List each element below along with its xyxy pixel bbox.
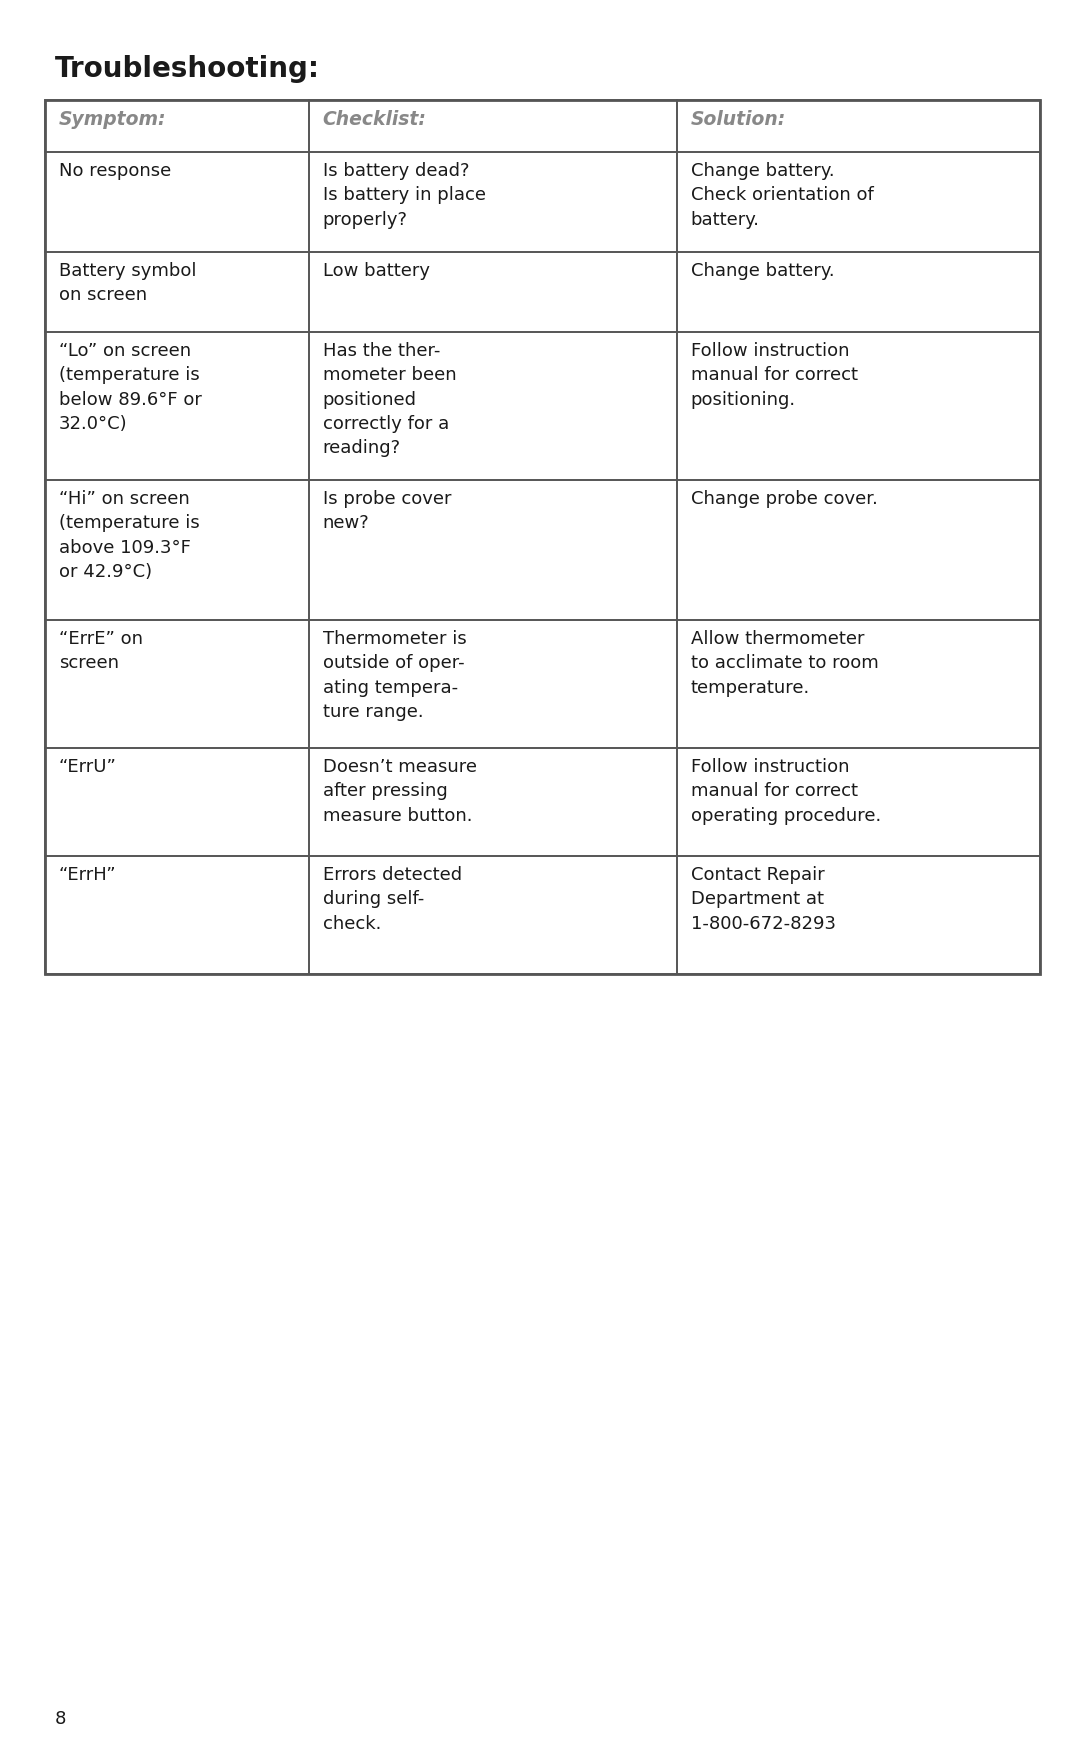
Text: Checklist:: Checklist: bbox=[323, 110, 427, 129]
Text: Errors detected
during self-
check.: Errors detected during self- check. bbox=[323, 867, 462, 933]
Text: Has the ther-
mometer been
positioned
correctly for a
reading?: Has the ther- mometer been positioned co… bbox=[323, 342, 457, 457]
Bar bbox=[309, 621, 677, 748]
Bar bbox=[45, 251, 309, 331]
Text: No response: No response bbox=[59, 162, 172, 180]
Bar bbox=[45, 99, 309, 152]
Text: “ErrH”: “ErrH” bbox=[59, 867, 117, 884]
Bar bbox=[677, 856, 1040, 973]
Bar bbox=[309, 748, 677, 856]
Bar bbox=[309, 99, 677, 152]
Text: Change battery.
Check orientation of
battery.: Change battery. Check orientation of bat… bbox=[691, 162, 874, 228]
Bar bbox=[309, 480, 677, 621]
Bar bbox=[45, 856, 309, 973]
Text: Doesn’t measure
after pressing
measure button.: Doesn’t measure after pressing measure b… bbox=[323, 759, 476, 825]
Text: Change battery.: Change battery. bbox=[691, 262, 835, 281]
Bar bbox=[677, 331, 1040, 480]
Text: Follow instruction
manual for correct
operating procedure.: Follow instruction manual for correct op… bbox=[691, 759, 881, 825]
Text: Symptom:: Symptom: bbox=[59, 110, 166, 129]
Text: Contact Repair
Department at
1-800-672-8293: Contact Repair Department at 1-800-672-8… bbox=[691, 867, 836, 933]
Bar bbox=[677, 99, 1040, 152]
Bar bbox=[309, 856, 677, 973]
Bar bbox=[677, 748, 1040, 856]
Text: Is battery dead?
Is battery in place
properly?: Is battery dead? Is battery in place pro… bbox=[323, 162, 486, 228]
Bar bbox=[677, 251, 1040, 331]
Bar bbox=[309, 331, 677, 480]
Bar bbox=[45, 99, 1040, 973]
Bar bbox=[45, 331, 309, 480]
Text: Battery symbol
on screen: Battery symbol on screen bbox=[59, 262, 197, 303]
Bar bbox=[677, 480, 1040, 621]
Text: Allow thermometer
to acclimate to room
temperature.: Allow thermometer to acclimate to room t… bbox=[691, 630, 878, 696]
Text: 8: 8 bbox=[55, 1711, 66, 1728]
Bar bbox=[45, 152, 309, 251]
Text: Low battery: Low battery bbox=[323, 262, 430, 281]
Bar bbox=[45, 748, 309, 856]
Bar bbox=[677, 152, 1040, 251]
Bar bbox=[309, 251, 677, 331]
Text: Change probe cover.: Change probe cover. bbox=[691, 490, 878, 508]
Text: “ErrE” on
screen: “ErrE” on screen bbox=[59, 630, 143, 671]
Text: “Hi” on screen
(temperature is
above 109.3°F
or 42.9°C): “Hi” on screen (temperature is above 109… bbox=[59, 490, 200, 581]
Text: Follow instruction
manual for correct
positioning.: Follow instruction manual for correct po… bbox=[691, 342, 858, 408]
Bar bbox=[45, 480, 309, 621]
Text: Thermometer is
outside of oper-
ating tempera-
ture range.: Thermometer is outside of oper- ating te… bbox=[323, 630, 467, 720]
Text: Is probe cover
new?: Is probe cover new? bbox=[323, 490, 451, 532]
Bar bbox=[45, 621, 309, 748]
Bar bbox=[677, 621, 1040, 748]
Text: Troubleshooting:: Troubleshooting: bbox=[55, 56, 320, 84]
Text: “ErrU”: “ErrU” bbox=[59, 759, 117, 776]
Bar bbox=[309, 152, 677, 251]
Text: “Lo” on screen
(temperature is
below 89.6°F or
32.0°C): “Lo” on screen (temperature is below 89.… bbox=[59, 342, 202, 433]
Text: Solution:: Solution: bbox=[691, 110, 786, 129]
